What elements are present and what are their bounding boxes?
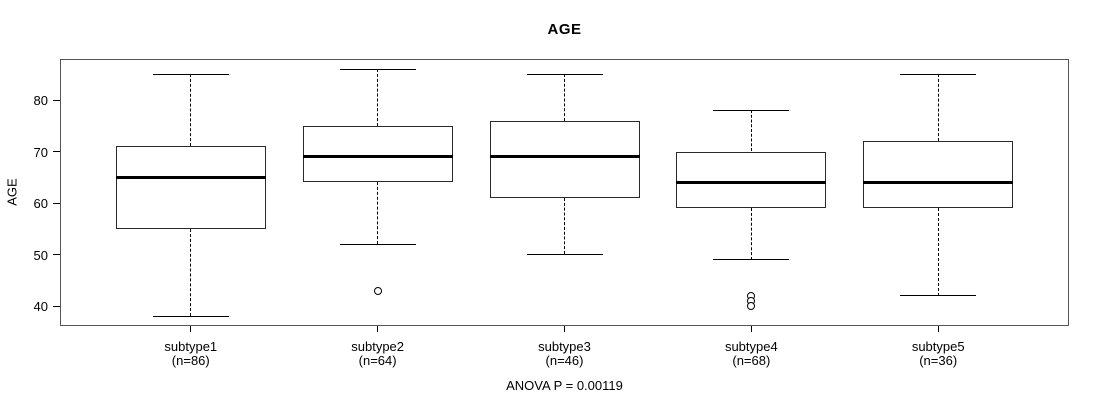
whisker-lower xyxy=(750,208,752,260)
whisker-lower xyxy=(377,182,379,245)
x-count-label: (n=86) xyxy=(171,353,210,368)
x-count-label: (n=36) xyxy=(919,353,958,368)
anova-annotation: ANOVA P = 0.00119 xyxy=(506,378,623,393)
whisker-cap-lower xyxy=(900,295,977,297)
chart-title: AGE xyxy=(547,21,582,38)
x-axis-tick xyxy=(190,326,192,332)
iqr-box-subtype1 xyxy=(115,146,266,229)
y-tick-label: 40 xyxy=(33,299,48,314)
outlier-point xyxy=(747,302,756,310)
iqr-box-subtype4 xyxy=(676,151,827,209)
x-category-label: subtype3 xyxy=(538,339,591,354)
y-axis-tick xyxy=(53,151,60,152)
whisker-cap-lower xyxy=(713,259,790,261)
whisker-upper xyxy=(937,74,939,142)
whisker-cap-upper xyxy=(713,109,790,111)
iqr-box-subtype2 xyxy=(302,125,453,183)
median-line-subtype2 xyxy=(302,155,453,159)
x-category-label: subtype4 xyxy=(724,339,778,354)
whisker-cap-lower xyxy=(339,243,416,245)
y-axis-tick xyxy=(53,99,60,101)
whisker-cap-upper xyxy=(152,73,229,75)
whisker-upper xyxy=(564,74,565,121)
iqr-box-subtype5 xyxy=(863,141,1014,209)
whisker-cap-upper xyxy=(339,68,416,70)
x-count-label: (n=68) xyxy=(732,353,771,368)
y-axis-tick xyxy=(53,202,60,204)
whisker-cap-lower xyxy=(526,254,603,255)
y-tick-label: 80 xyxy=(33,93,48,108)
whisker-cap-upper xyxy=(900,73,977,75)
whisker-upper xyxy=(377,69,379,126)
y-tick-label: 60 xyxy=(33,196,48,211)
x-axis-tick xyxy=(937,326,939,332)
y-tick-label: 50 xyxy=(33,247,48,263)
x-category-label: subtype1 xyxy=(164,339,218,354)
median-line-subtype3 xyxy=(489,155,640,159)
whisker-cap-lower xyxy=(152,315,229,317)
x-axis-tick xyxy=(564,326,565,332)
x-category-label: subtype2 xyxy=(351,339,405,354)
x-count-label: (n=64) xyxy=(358,353,397,368)
x-category-label: subtype5 xyxy=(911,339,965,354)
median-line-subtype1 xyxy=(115,175,266,179)
x-axis-tick xyxy=(750,326,752,332)
y-axis-tick xyxy=(53,305,60,307)
x-axis-tick xyxy=(377,326,379,332)
whisker-upper xyxy=(190,74,192,147)
whisker-lower xyxy=(937,208,939,296)
y-tick-label: 70 xyxy=(33,144,48,160)
x-count-label: (n=46) xyxy=(545,353,584,368)
median-line-subtype5 xyxy=(863,180,1014,184)
outlier-point xyxy=(373,286,382,295)
y-axis-tick xyxy=(53,254,60,255)
whisker-upper xyxy=(750,110,752,152)
median-line-subtype4 xyxy=(676,180,827,184)
whisker-lower xyxy=(190,228,192,317)
iqr-box-subtype3 xyxy=(489,120,640,198)
whisker-cap-upper xyxy=(526,73,603,75)
whisker-lower xyxy=(564,197,565,255)
